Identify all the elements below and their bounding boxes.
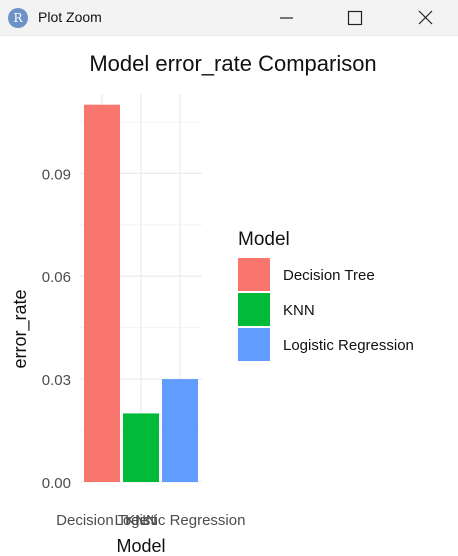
y-tick-label: 0.03 — [42, 372, 71, 389]
x-tick-label: Decision Tree — [56, 512, 148, 529]
legend-key — [238, 293, 270, 326]
bar-knn — [123, 413, 159, 482]
bar-decision-tree — [84, 104, 120, 482]
close-icon — [418, 10, 433, 25]
x-axis-label: Model — [116, 536, 165, 556]
bars — [84, 104, 198, 482]
x-tick-label: KNN — [125, 512, 157, 529]
legend-label: KNN — [283, 302, 315, 319]
window-title: Plot Zoom — [38, 9, 102, 25]
maximize-icon — [347, 10, 363, 26]
chart-title: Model error_rate Comparison — [89, 51, 376, 76]
minimize-button[interactable] — [264, 0, 310, 35]
legend-title: Model — [238, 229, 290, 250]
x-tick-label: Logistic Regression — [115, 512, 246, 529]
legend-key — [238, 328, 270, 361]
y-tick-label: 0.06 — [42, 269, 71, 286]
bar-logistic-regression — [162, 379, 198, 482]
minimize-icon — [280, 17, 293, 19]
title-bar: R Plot Zoom — [0, 0, 458, 36]
r-app-icon: R — [8, 8, 28, 28]
close-button[interactable] — [402, 0, 448, 35]
y-tick-labels: 0.00 0.03 0.06 0.09 — [42, 166, 71, 492]
plot-area: Model error_rate Comparison 0.00 0.03 0.06… — [10, 51, 414, 556]
y-tick-label: 0.09 — [42, 166, 71, 183]
legend-label: Logistic Regression — [283, 337, 414, 354]
y-tick-label: 0.00 — [42, 475, 71, 492]
maximize-button[interactable] — [332, 0, 378, 35]
y-axis-label: error_rate — [10, 289, 31, 368]
legend: Model Decision Tree KNN Logistic Regressio… — [238, 229, 414, 361]
legend-label: Decision Tree — [283, 267, 375, 284]
legend-key — [238, 258, 270, 291]
